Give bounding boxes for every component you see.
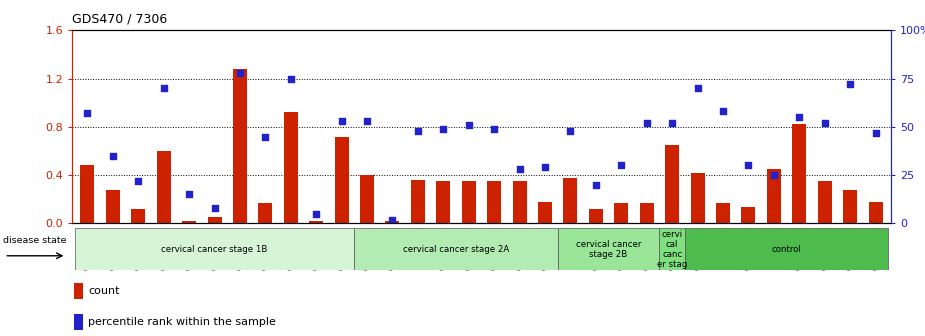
Point — [767, 172, 782, 178]
Bar — [360, 175, 374, 223]
Bar — [207, 217, 221, 223]
Bar — [75, 228, 354, 270]
Point — [537, 165, 552, 170]
Bar — [156, 151, 171, 223]
Bar — [792, 124, 807, 223]
Bar — [665, 145, 679, 223]
Point — [462, 122, 476, 128]
Point — [232, 70, 247, 75]
Point — [80, 111, 94, 116]
Bar — [684, 228, 888, 270]
Bar — [614, 203, 628, 223]
Point — [334, 118, 349, 124]
Point — [181, 192, 196, 197]
Bar — [386, 221, 400, 223]
Point — [385, 217, 400, 222]
Bar — [563, 177, 577, 223]
Point — [105, 153, 120, 159]
Point — [843, 82, 857, 87]
Bar — [558, 228, 660, 270]
Point — [207, 205, 222, 211]
Point — [741, 163, 756, 168]
Bar — [691, 173, 705, 223]
Point — [588, 182, 603, 187]
Point — [436, 126, 450, 131]
Bar — [309, 221, 323, 223]
Bar — [354, 228, 558, 270]
Point — [411, 128, 426, 133]
Text: cervical cancer stage 1B: cervical cancer stage 1B — [161, 245, 267, 254]
Bar — [258, 203, 272, 223]
Bar — [335, 136, 349, 223]
Point — [283, 76, 298, 81]
Point — [614, 163, 629, 168]
Bar — [640, 203, 654, 223]
Bar — [716, 203, 730, 223]
Bar — [437, 181, 450, 223]
Point — [869, 130, 883, 135]
Bar — [843, 190, 857, 223]
Point — [309, 211, 324, 216]
Bar — [411, 180, 425, 223]
Text: cervical cancer stage 2A: cervical cancer stage 2A — [403, 245, 509, 254]
Point — [156, 86, 171, 91]
Bar — [660, 228, 684, 270]
Point — [716, 109, 731, 114]
Bar — [74, 313, 83, 330]
Text: percentile rank within the sample: percentile rank within the sample — [88, 317, 276, 327]
Point — [792, 115, 807, 120]
Bar — [131, 209, 145, 223]
Bar — [284, 112, 298, 223]
Text: count: count — [88, 286, 119, 296]
Text: GDS470 / 7306: GDS470 / 7306 — [72, 13, 167, 26]
Bar — [233, 69, 247, 223]
Bar — [105, 190, 120, 223]
Bar — [487, 181, 501, 223]
Bar — [589, 209, 603, 223]
Point — [487, 126, 501, 131]
Point — [563, 128, 578, 133]
Point — [690, 86, 705, 91]
Bar — [512, 181, 526, 223]
Point — [818, 120, 833, 126]
Bar — [182, 221, 196, 223]
Bar — [538, 202, 552, 223]
Point — [639, 120, 654, 126]
Bar — [462, 181, 475, 223]
Point — [130, 178, 145, 183]
Text: cervi
cal
canc
er stag: cervi cal canc er stag — [657, 230, 687, 268]
Bar — [742, 207, 756, 223]
Point — [258, 134, 273, 139]
Bar — [80, 166, 94, 223]
Point — [512, 167, 527, 172]
Point — [360, 118, 375, 124]
Bar — [74, 283, 83, 299]
Text: cervical cancer
stage 2B: cervical cancer stage 2B — [576, 240, 641, 259]
Text: disease state: disease state — [3, 236, 67, 245]
Bar — [869, 202, 882, 223]
Text: control: control — [771, 245, 801, 254]
Bar — [818, 181, 832, 223]
Point — [665, 120, 680, 126]
Bar — [767, 169, 781, 223]
